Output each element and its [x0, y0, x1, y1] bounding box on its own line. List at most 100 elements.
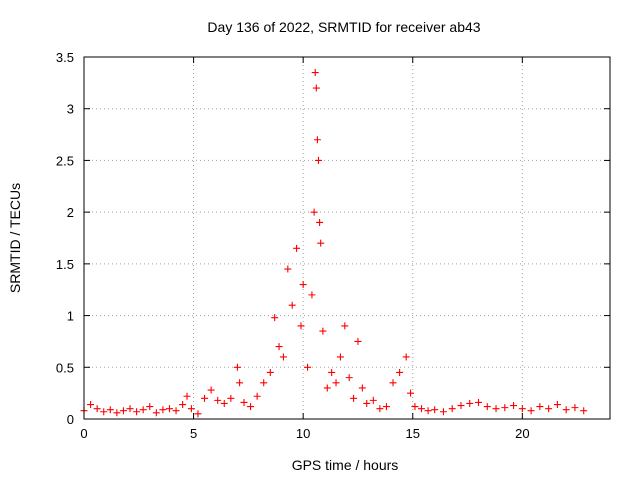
data-point: [233, 363, 241, 371]
data-point: [87, 401, 95, 409]
data-point: [492, 405, 500, 413]
data-point: [133, 408, 141, 416]
y-tick-label: 3: [67, 102, 74, 117]
data-point: [159, 406, 167, 414]
data-point: [284, 265, 292, 273]
x-tick-label: 15: [406, 426, 420, 441]
data-point: [336, 353, 344, 361]
data-point: [100, 408, 108, 416]
data-point: [411, 403, 419, 411]
y-tick-label: 3.5: [56, 50, 74, 65]
data-point: [363, 399, 371, 407]
plot-frame: [83, 56, 611, 420]
data-point: [207, 386, 215, 394]
data-point: [260, 379, 268, 387]
data-point: [418, 405, 426, 413]
y-tick-label: 2: [67, 205, 74, 220]
data-point: [220, 399, 228, 407]
data-point: [580, 407, 588, 415]
data-point: [311, 69, 319, 77]
data-point: [187, 405, 195, 413]
data-point: [279, 353, 287, 361]
data-point: [332, 379, 340, 387]
data-point: [319, 327, 327, 335]
data-point: [310, 208, 318, 216]
data-point: [106, 406, 114, 414]
data-point: [139, 406, 147, 414]
x-tick-label: 10: [296, 426, 310, 441]
data-point: [350, 394, 358, 402]
data-point: [214, 396, 222, 404]
data-point: [571, 404, 579, 412]
y-tick-label: 1: [67, 309, 74, 324]
data-point: [457, 402, 465, 410]
x-axis-label: GPS time / hours: [292, 457, 399, 473]
data-point: [165, 405, 173, 413]
data-point: [266, 368, 274, 376]
data-point: [247, 403, 255, 411]
data-point: [439, 408, 447, 416]
data-point: [113, 409, 121, 417]
data-point: [527, 407, 535, 415]
x-tick-label: 5: [190, 426, 197, 441]
data-point: [354, 337, 362, 345]
data-point: [536, 403, 544, 411]
data-point: [304, 363, 312, 371]
data-point: [236, 379, 244, 387]
data-point: [172, 407, 180, 415]
data-point: [316, 218, 324, 226]
y-tick-label: 1.5: [56, 257, 74, 272]
data-point: [297, 322, 305, 330]
data-point: [93, 405, 101, 413]
data-point: [126, 405, 134, 413]
data-point: [183, 392, 191, 400]
chart-title: Day 136 of 2022, SRMTID for receiver ab4…: [207, 19, 480, 35]
data-point: [315, 156, 323, 164]
data-point: [227, 394, 235, 402]
data-point: [328, 368, 336, 376]
data-point: [376, 405, 384, 413]
data-point: [501, 404, 509, 412]
data-point: [240, 398, 248, 406]
data-point: [466, 399, 474, 407]
data-point: [389, 379, 397, 387]
data-point: [312, 84, 320, 92]
data-point: [562, 406, 570, 414]
data-point: [475, 398, 482, 406]
data-point: [293, 244, 301, 252]
data-point: [146, 403, 154, 411]
data-point: [431, 406, 439, 414]
data-point: [317, 239, 325, 247]
chart-grid: [84, 57, 610, 419]
y-tick-label: 2.5: [56, 153, 74, 168]
data-point: [152, 409, 160, 417]
data-point: [323, 384, 331, 392]
data-point: [341, 322, 349, 330]
data-point: [407, 389, 415, 397]
data-point: [308, 291, 316, 299]
data-point: [194, 410, 202, 418]
y-tick-label: 0.5: [56, 360, 74, 375]
data-point: [271, 314, 279, 322]
data-point: [299, 281, 307, 289]
axis-tick-labels: 0 5 10 15 20 0 0.5 1 1.5 2 2.5 3 3.5: [56, 50, 530, 441]
data-point: [396, 368, 404, 376]
x-tick-label: 20: [515, 426, 529, 441]
data-point: [253, 392, 261, 400]
data-point: [510, 402, 518, 410]
data-point: [402, 353, 410, 361]
data-point: [553, 401, 561, 409]
data-point: [201, 394, 209, 402]
data-point: [313, 136, 321, 144]
y-tick-label: 0: [67, 412, 74, 427]
data-point: [545, 405, 553, 413]
y-axis-label: SRMTID / TECUs: [7, 183, 23, 293]
data-point: [382, 403, 390, 411]
x-tick-label: 0: [80, 426, 87, 441]
data-series-srmtid: [80, 69, 588, 418]
data-point: [179, 401, 187, 409]
data-point: [424, 407, 432, 415]
data-point: [518, 405, 526, 413]
data-point: [345, 374, 353, 382]
